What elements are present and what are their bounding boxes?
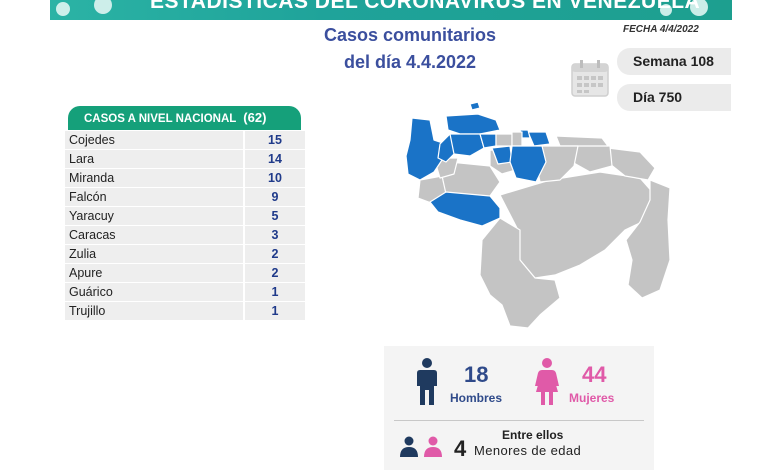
map-region-sucre [555,135,609,147]
table-row: Apure 2 [65,264,305,283]
man-small-icon [400,436,418,457]
state-cases: 1 [245,283,305,302]
table-row: Cojedes 15 [65,131,305,150]
state-name: Lara [65,150,243,169]
page-title: Casos comunitarios del día 4.4.2022 [290,22,530,76]
map-region-esequibo [625,179,670,299]
virus-icon [56,2,70,16]
state-cases: 3 [245,226,305,245]
state-name: Falcón [65,188,243,207]
table-row: Guárico 1 [65,283,305,302]
state-cases: 5 [245,207,305,226]
table-row: Falcón 9 [65,188,305,207]
table-row: Miranda 10 [65,169,305,188]
map-region-aragua [511,131,523,147]
men-count: 18 [464,362,489,387]
right-gutter [730,0,780,470]
map-region-nueva-esparta [469,101,481,111]
table-row: Yaracuy 5 [65,207,305,226]
minors-label: Menores de edad [474,443,582,458]
virus-icon [690,0,708,16]
banner-title: ESTADÍSTICAS DEL CORONAVIRUS EN VENEZUEL… [150,0,701,13]
left-gutter [0,0,50,470]
day-badge: Día 750 [617,84,731,111]
map-region-falcon [445,113,501,135]
venezuela-map [405,101,670,329]
map-region-apure [429,191,501,227]
week-badge: Semana 108 [617,48,731,75]
state-cases: 9 [245,188,305,207]
women-label: Mujeres [569,391,615,405]
virus-icon [660,4,672,16]
headline-line1: Casos comunitarios [323,25,497,45]
among-them-label: Entre ellos [502,428,564,442]
map-region-trujillo [437,133,455,163]
map-region-carabobo [495,133,513,147]
women-count: 44 [582,362,607,387]
panel-divider [394,420,644,421]
map-region-guarico [509,145,547,183]
date-label: FECHA 4/4/2022 [623,24,699,35]
map-region-amazonas [479,217,561,329]
table-row: Caracas 3 [65,226,305,245]
national-total: (62) [243,110,267,125]
infographic: ESTADÍSTICAS DEL CORONAVIRUS EN VENEZUEL… [50,0,732,470]
state-cases: 2 [245,264,305,283]
state-name: Apure [65,264,243,283]
state-name: Trujillo [65,302,243,321]
state-name: Cojedes [65,131,243,150]
table-row: Zulia 2 [65,245,305,264]
state-name: Yaracuy [65,207,243,226]
state-cases: 14 [245,150,305,169]
calendar-icon [571,60,609,97]
top-banner: ESTADÍSTICAS DEL CORONAVIRUS EN VENEZUEL… [50,0,732,20]
men-label: Hombres [450,391,503,405]
national-cases-table: Cojedes 15 Lara 14 Miranda 10 Falcón 9 Y… [65,131,305,321]
minors-count: 4 [454,436,467,461]
map-region-miranda [527,131,551,147]
state-name: Caracas [65,226,243,245]
state-cases: 1 [245,302,305,321]
gender-breakdown-panel: 18 Hombres 44 Mujeres Entre ellos 4 Meno… [384,346,654,470]
state-name: Guárico [65,283,243,302]
state-cases: 10 [245,169,305,188]
man-icon [417,358,437,405]
state-name: Miranda [65,169,243,188]
woman-icon [535,358,559,405]
table-row: Trujillo 1 [65,302,305,321]
headline-line2: del día 4.4.2022 [343,52,477,72]
national-cases-header: CASOS A NIVEL NACIONAL (62) [68,106,301,130]
map-region-zulia [405,117,447,181]
virus-icon [94,0,112,14]
national-header-label: CASOS A NIVEL NACIONAL [84,113,237,125]
table-row: Lara 14 [65,150,305,169]
state-cases: 2 [245,245,305,264]
woman-small-icon [424,436,442,457]
state-name: Zulia [65,245,243,264]
state-cases: 15 [245,131,305,150]
